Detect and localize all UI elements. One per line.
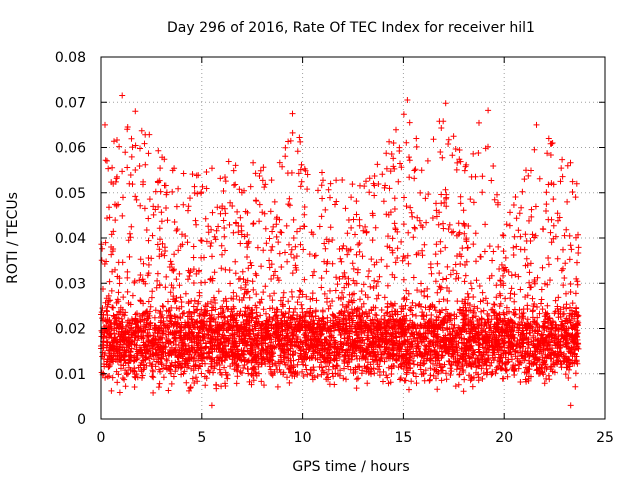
x-tick-labels: 0 5 10 15 20 25 [97, 430, 614, 446]
y-tick-label: 0 [77, 412, 86, 428]
y-tick-label: 0.06 [55, 141, 86, 157]
y-tick-label: 0.02 [55, 322, 86, 338]
roti-points [98, 92, 582, 409]
x-tick-label: 0 [97, 430, 106, 446]
chart-title: Day 296 of 2016, Rate Of TEC Index for r… [167, 20, 535, 36]
axis-ticks [100, 56, 606, 420]
y-tick-label: 0.07 [55, 95, 86, 111]
y-tick-labels: 0 0.01 0.02 0.03 0.04 0.05 0.06 0.07 0.08 [55, 50, 86, 428]
y-tick-label: 0.01 [55, 367, 86, 383]
x-tick-label: 20 [495, 430, 513, 446]
data-points [98, 92, 582, 409]
x-tick-label: 5 [197, 430, 206, 446]
y-tick-label: 0.03 [55, 276, 86, 292]
y-tick-label: 0.05 [55, 186, 86, 202]
x-tick-label: 25 [596, 430, 614, 446]
y-axis-label: ROTI / TECUs [5, 192, 21, 284]
x-tick-label: 10 [294, 430, 312, 446]
x-axis-label: GPS time / hours [292, 459, 409, 475]
y-tick-label: 0.08 [55, 50, 86, 66]
x-tick-label: 15 [394, 430, 412, 446]
y-tick-label: 0.04 [55, 231, 86, 247]
